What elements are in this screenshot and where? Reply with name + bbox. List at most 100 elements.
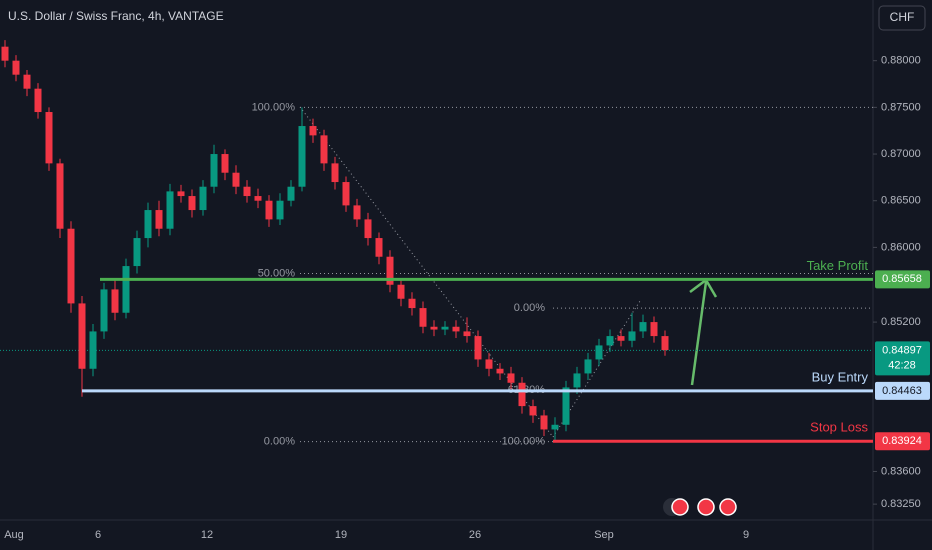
level-name: Take Profit	[807, 258, 869, 273]
candle-body	[56, 163, 64, 229]
candle-body	[100, 289, 108, 332]
candle-body	[144, 210, 152, 239]
fib-label: 50.00%	[258, 267, 296, 279]
x-tick-label: 12	[201, 529, 213, 541]
fib-label: 0.00%	[514, 302, 545, 314]
candle-body	[232, 172, 240, 187]
price-label: 0.83924	[882, 435, 922, 447]
candle-body	[518, 382, 526, 407]
price-label: 0.85658	[882, 273, 922, 285]
x-tick-label: Sep	[594, 529, 614, 541]
candle-body	[287, 186, 295, 201]
candle-body	[496, 368, 504, 374]
current-price-label: 0.84897	[882, 344, 922, 356]
fib-trend-line	[552, 300, 641, 438]
candle-body	[507, 373, 515, 383]
candle-body	[199, 186, 207, 211]
candle-body	[573, 373, 581, 388]
currency-label: CHF	[890, 10, 915, 24]
candle-body	[265, 200, 273, 220]
candle-body	[67, 228, 75, 304]
candle-body	[155, 210, 163, 229]
y-tick-label: 0.88000	[881, 55, 921, 67]
fib-label: 100.00%	[252, 101, 296, 113]
candle-body	[210, 154, 218, 187]
candle-body	[551, 424, 559, 430]
current-price-label-bg	[875, 341, 930, 376]
price-label-bg	[875, 432, 930, 451]
candle-body	[430, 326, 438, 330]
candle-body	[661, 336, 669, 351]
candle-body	[408, 298, 416, 309]
candle-body	[221, 154, 229, 173]
x-tick-label: Aug	[4, 529, 24, 541]
candle-body	[12, 60, 20, 75]
candle-body	[584, 359, 592, 374]
y-tick-label: 0.85200	[881, 316, 921, 328]
candle-body	[1, 46, 9, 61]
candle-body	[23, 74, 31, 89]
candle-body	[89, 331, 97, 369]
x-tick-label: 9	[743, 529, 749, 541]
level-name: Stop Loss	[810, 420, 868, 435]
y-tick-label: 0.86000	[881, 241, 921, 253]
candle-body	[419, 308, 427, 327]
candle-body	[529, 406, 537, 416]
x-tick-label: 26	[469, 529, 481, 541]
candle-body	[485, 359, 493, 369]
candle-body	[122, 266, 130, 313]
x-tick-label: 6	[95, 529, 101, 541]
candle-body	[78, 303, 86, 369]
countdown-label: 42:28	[888, 359, 916, 371]
y-tick-label: 0.87000	[881, 148, 921, 160]
x-tick-label: 19	[335, 529, 347, 541]
y-tick-label: 0.87500	[881, 101, 921, 113]
candle-body	[243, 186, 251, 197]
candle-body	[45, 112, 53, 164]
y-tick-label: 0.86500	[881, 195, 921, 207]
candle-body	[111, 289, 119, 313]
candle-body	[452, 326, 460, 332]
candle-body	[331, 163, 339, 183]
candle-body	[595, 345, 603, 360]
fib-label: 100.00%	[502, 435, 546, 447]
level-name: Buy Entry	[812, 369, 869, 384]
y-tick-label: 0.83250	[881, 498, 921, 510]
indicator-icons	[663, 498, 737, 516]
candle-body	[364, 219, 372, 239]
candle-body	[309, 126, 317, 136]
candle-body	[133, 238, 141, 267]
candle-body	[177, 191, 185, 197]
candle-body	[188, 196, 196, 211]
candle-body	[617, 336, 625, 341]
candle-body	[34, 88, 42, 113]
y-tick-label: 0.83600	[881, 465, 921, 477]
candle-body	[562, 387, 570, 425]
candle-body	[320, 135, 328, 164]
candle-body	[650, 322, 658, 337]
candle-body	[639, 322, 647, 332]
price-label-bg	[875, 381, 930, 400]
candle-body	[463, 331, 471, 337]
candle-body	[342, 182, 350, 206]
candle-body	[628, 331, 636, 341]
currency-button[interactable]	[878, 5, 926, 31]
chart-title: U.S. Dollar / Swiss Franc, 4h, VANTAGE	[8, 9, 224, 23]
candle-body	[254, 196, 262, 201]
candle-body	[540, 415, 548, 430]
candle-body	[386, 256, 394, 285]
fib-label: 0.00%	[264, 435, 295, 447]
candle-body	[276, 200, 284, 220]
candle-body	[353, 205, 361, 220]
candle-body	[166, 191, 174, 229]
candle-body	[298, 126, 306, 187]
candle-body	[375, 238, 383, 257]
candle-body	[397, 284, 405, 299]
candle-body	[441, 326, 449, 330]
candle-body	[606, 336, 614, 346]
candle-body	[474, 336, 482, 360]
price-label: 0.84463	[882, 385, 922, 397]
price-label-bg	[875, 270, 930, 289]
